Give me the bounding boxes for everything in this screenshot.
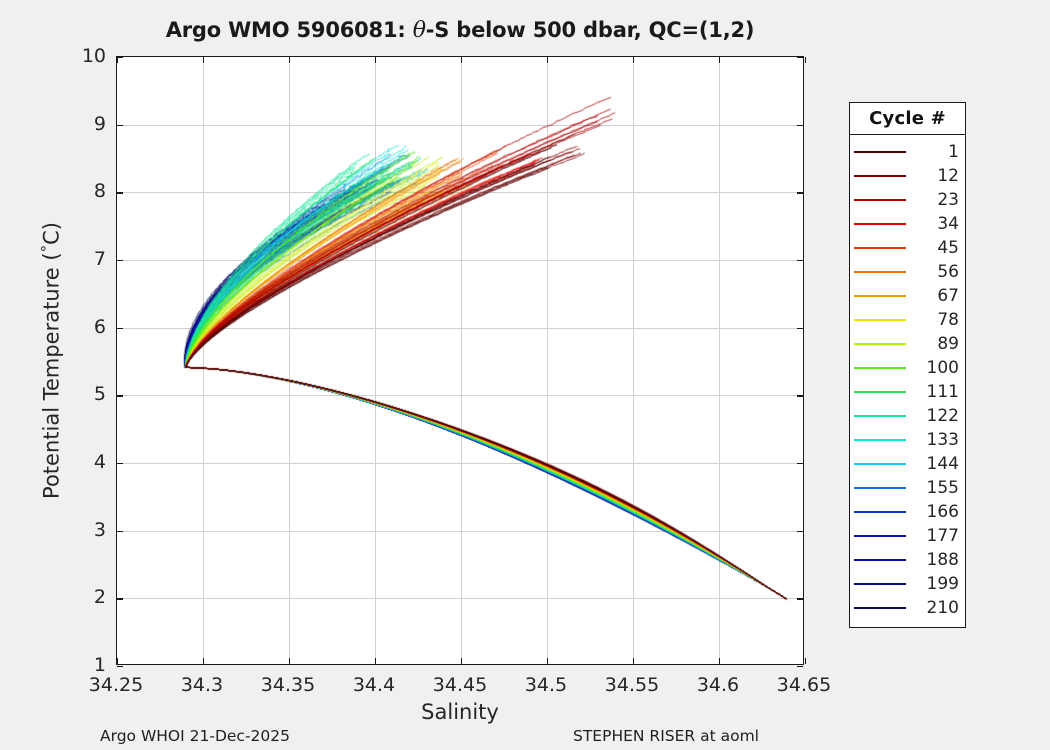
x-tick-label: 34.45 (432, 674, 488, 696)
legend-item[interactable]: 67 (850, 284, 965, 308)
legend-item-label: 67 (937, 285, 959, 306)
legend-item-label: 133 (926, 429, 959, 450)
legend-item-label: 210 (926, 597, 959, 618)
y-tick-label: 4 (93, 451, 106, 473)
legend-item[interactable]: 56 (850, 260, 965, 284)
legend-item[interactable]: 89 (850, 332, 965, 356)
legend-color-swatch (854, 558, 906, 562)
y-axis-tick (797, 666, 803, 668)
y-tick-label: 3 (93, 518, 106, 541)
legend-item[interactable]: 45 (850, 236, 965, 260)
legend-color-swatch (854, 198, 906, 202)
legend-item-label: 199 (926, 573, 959, 594)
legend-item[interactable]: 166 (850, 500, 965, 524)
x-axis-tick (805, 658, 807, 664)
legend-color-swatch (854, 486, 906, 490)
legend-item-label: 188 (926, 549, 959, 570)
legend-color-swatch (854, 582, 906, 586)
x-tick-label: 34.6 (696, 674, 740, 696)
y-tick-label: 5 (93, 383, 106, 406)
legend-item[interactable]: 188 (850, 548, 965, 572)
legend-item-label: 45 (937, 237, 959, 258)
footer-author-note: STEPHEN RISER at aoml (573, 727, 759, 745)
legend-color-swatch (854, 246, 906, 250)
legend-entry-list: 1 12 23 34 45 56 67 78 89 100 111 122 133 144 155 166 17… (850, 135, 965, 627)
legend-item-label: 100 (926, 357, 959, 378)
legend-item-label: 122 (926, 405, 959, 426)
legend-item[interactable]: 78 (850, 308, 965, 332)
legend-color-swatch (854, 534, 906, 538)
legend-color-swatch (854, 150, 906, 154)
legend-item-label: 12 (937, 165, 959, 186)
legend-color-swatch (854, 510, 906, 514)
legend-item[interactable]: 133 (850, 428, 965, 452)
legend-item-label: 89 (937, 333, 959, 354)
x-tick-label: 34.35 (260, 674, 316, 696)
legend-item[interactable]: 155 (850, 476, 965, 500)
legend-item[interactable]: 177 (850, 524, 965, 548)
y-axis-label: Potential Temperature (°C) (38, 222, 64, 499)
legend-item[interactable]: 23 (850, 188, 965, 212)
legend-color-swatch (854, 438, 906, 442)
x-axis-label: Salinity (421, 700, 499, 724)
legend-item-label: 155 (926, 477, 959, 498)
legend-title: Cycle # (850, 103, 965, 135)
legend-item[interactable]: 122 (850, 404, 965, 428)
y-tick-label: 9 (93, 112, 106, 135)
x-tick-label: 34.5 (524, 674, 568, 696)
legend-color-swatch (854, 342, 906, 346)
theta-symbol: θ (412, 18, 426, 43)
y-tick-label: 8 (93, 180, 106, 203)
y-tick-label: 2 (93, 586, 106, 609)
plot-axes (116, 56, 807, 668)
legend-color-swatch (854, 294, 906, 298)
x-axis-tick (805, 57, 807, 63)
title-suffix: -S below 500 dbar, QC=(1,2) (425, 18, 755, 42)
legend-color-swatch (854, 606, 906, 610)
x-tick-label: 34.25 (88, 674, 144, 696)
y-axis-tick (117, 666, 123, 668)
y-tick-label: 6 (93, 315, 106, 338)
theta-s-data-plot (117, 57, 803, 664)
legend-item-label: 177 (926, 525, 959, 546)
legend-color-swatch (854, 390, 906, 394)
x-tick-label: 34.4 (352, 674, 396, 696)
legend-color-swatch (854, 174, 906, 178)
legend-item[interactable]: 111 (850, 380, 965, 404)
legend-item-label: 144 (926, 453, 959, 474)
x-tick-label: 34.55 (604, 674, 660, 696)
legend-color-swatch (854, 366, 906, 370)
page-title: Argo WMO 5906081: θ-S below 500 dbar, QC… (116, 18, 804, 43)
legend-item[interactable]: 1 (850, 140, 965, 164)
legend-item-label: 111 (926, 381, 959, 402)
legend-color-swatch (854, 414, 906, 418)
legend-box: Cycle # 1 12 23 34 45 56 67 78 89 100 111 122 133 144… (849, 102, 966, 628)
legend-item[interactable]: 210 (850, 596, 965, 620)
legend-item-label: 56 (937, 261, 959, 282)
legend-item[interactable]: 34 (850, 212, 965, 236)
legend-color-swatch (854, 222, 906, 226)
legend-item-label: 166 (926, 501, 959, 522)
legend-color-swatch (854, 270, 906, 274)
legend-item[interactable]: 199 (850, 572, 965, 596)
degree-symbol: ° (38, 244, 56, 253)
legend-item[interactable]: 12 (850, 164, 965, 188)
y-tick-label: 10 (81, 45, 106, 67)
footer-source-note: Argo WHOI 21-Dec-2025 (100, 727, 290, 745)
legend-item-label: 34 (937, 213, 959, 234)
x-tick-label: 34.3 (180, 674, 224, 696)
legend-color-swatch (854, 462, 906, 466)
legend-item[interactable]: 100 (850, 356, 965, 380)
legend-color-swatch (854, 318, 906, 322)
legend-item-label: 1 (948, 141, 959, 162)
title-prefix: Argo WMO 5906081: (165, 18, 413, 42)
legend-item[interactable]: 144 (850, 452, 965, 476)
y-tick-label: 1 (93, 654, 106, 676)
x-tick-label: 34.65 (776, 674, 832, 696)
legend-item-label: 78 (937, 309, 959, 330)
legend-item-label: 23 (937, 189, 959, 210)
y-tick-label: 7 (93, 248, 106, 270)
